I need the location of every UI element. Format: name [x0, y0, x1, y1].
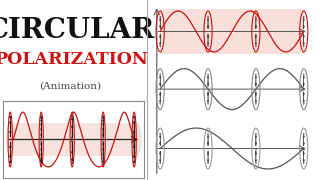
Ellipse shape [7, 123, 14, 156]
Polygon shape [10, 123, 137, 156]
Text: (Animation): (Animation) [40, 82, 102, 91]
Text: POLARIZATION: POLARIZATION [0, 51, 148, 68]
Ellipse shape [133, 123, 140, 156]
Text: CIRCULAR: CIRCULAR [0, 17, 155, 44]
Polygon shape [160, 9, 304, 54]
